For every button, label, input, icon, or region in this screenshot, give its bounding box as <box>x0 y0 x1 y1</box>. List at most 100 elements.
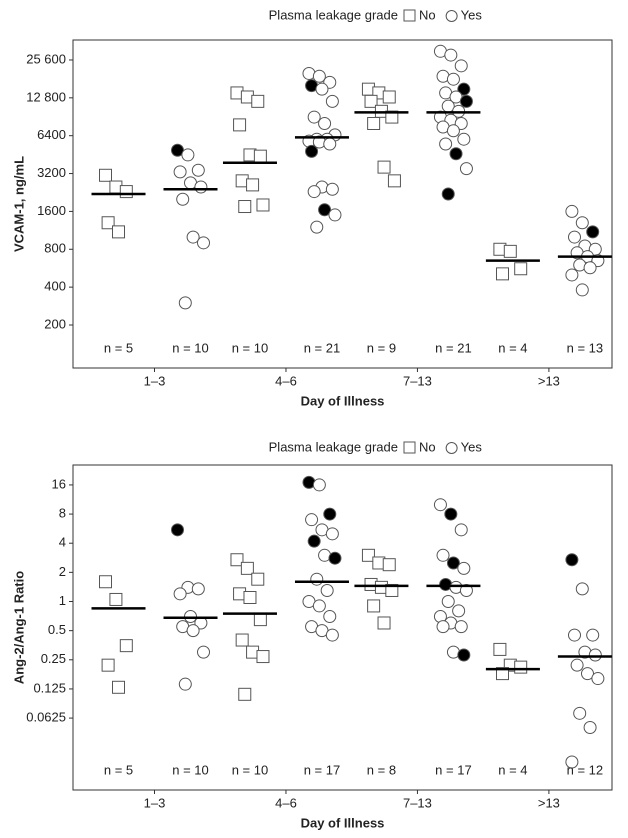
data-point <box>171 523 185 537</box>
data-point <box>112 225 126 239</box>
data-point <box>323 610 337 624</box>
data-point <box>194 180 208 194</box>
n-label: n = 12 <box>567 762 604 777</box>
data-point <box>441 595 455 609</box>
data-point <box>109 592 123 606</box>
plot-frame <box>72 464 613 791</box>
legend-marker <box>445 10 458 22</box>
data-point <box>240 561 254 575</box>
legend-label: Yes <box>461 439 483 454</box>
data-point <box>99 168 113 182</box>
x-tick-label: 7–13 <box>403 373 432 388</box>
x-tick-label: 4–6 <box>275 795 297 810</box>
data-point <box>99 575 113 589</box>
data-point <box>112 680 126 694</box>
n-label: n = 21 <box>435 340 472 355</box>
data-point <box>186 624 200 638</box>
legend-item: Yes <box>445 439 483 454</box>
x-tick-label: >13 <box>538 373 560 388</box>
data-point <box>320 583 334 597</box>
n-label: n = 8 <box>367 762 396 777</box>
data-point <box>382 558 396 572</box>
y-tick-label: 800 <box>44 241 66 256</box>
data-point <box>514 660 528 674</box>
data-point <box>191 582 205 596</box>
data-point <box>591 672 605 686</box>
n-label: n = 17 <box>435 762 472 777</box>
data-point <box>459 583 473 597</box>
data-point <box>575 582 589 596</box>
data-point <box>253 613 267 627</box>
data-point <box>503 244 517 258</box>
x-axis-title: Day of Illness <box>301 393 385 408</box>
data-point <box>457 561 471 575</box>
data-point <box>310 572 324 586</box>
data-point <box>459 162 473 176</box>
data-point <box>495 267 509 281</box>
y-tick-label: 4 <box>59 535 66 550</box>
data-point <box>367 599 381 613</box>
data-point <box>178 296 192 310</box>
y-tick-label: 8 <box>59 506 66 521</box>
data-point <box>176 192 190 206</box>
n-label: n = 4 <box>498 762 527 777</box>
data-point <box>325 182 339 196</box>
data-point <box>433 498 447 512</box>
y-tick-label: 0.5 <box>48 622 66 637</box>
data-point <box>385 583 399 597</box>
data-point <box>197 236 211 250</box>
data-point <box>444 48 458 62</box>
data-point <box>181 148 195 162</box>
data-point <box>588 648 602 662</box>
data-point <box>385 110 399 124</box>
data-point <box>235 633 249 647</box>
data-point <box>191 163 205 177</box>
data-point <box>514 262 528 276</box>
data-point <box>444 507 458 521</box>
y-tick-label: 1 <box>59 593 66 608</box>
data-point <box>452 604 466 618</box>
data-point <box>328 551 342 565</box>
data-point <box>325 628 339 642</box>
data-point <box>580 667 594 681</box>
data-point <box>364 94 378 108</box>
data-point <box>251 94 265 108</box>
data-point <box>454 523 468 537</box>
data-point <box>119 185 133 199</box>
data-point <box>454 59 468 73</box>
data-point <box>457 132 471 146</box>
data-point <box>454 620 468 634</box>
legend-marker <box>403 441 416 454</box>
data-point <box>361 548 375 562</box>
n-label: n = 4 <box>498 340 527 355</box>
data-point <box>436 620 450 634</box>
data-point <box>565 268 579 282</box>
data-point <box>565 204 579 218</box>
plot-frame <box>72 39 613 369</box>
data-point <box>323 137 337 151</box>
legend-title: Plasma leakage grade <box>269 439 398 454</box>
data-point <box>382 90 396 104</box>
data-point <box>238 200 252 214</box>
data-point <box>493 642 507 656</box>
data-point <box>256 198 270 212</box>
data-point <box>446 72 460 86</box>
x-tick-label: 7–13 <box>403 795 432 810</box>
data-point <box>305 513 319 527</box>
n-label: n = 21 <box>304 340 341 355</box>
data-point <box>230 553 244 567</box>
data-point <box>101 216 115 230</box>
data-point <box>457 82 471 96</box>
data-point <box>256 650 270 664</box>
data-point <box>173 165 187 179</box>
data-point <box>307 110 321 124</box>
data-point <box>459 94 473 108</box>
data-point <box>575 283 589 297</box>
data-point <box>197 645 211 659</box>
data-point <box>436 548 450 562</box>
data-point <box>583 720 597 734</box>
data-point <box>119 639 133 653</box>
y-tick-label: 6400 <box>37 127 66 142</box>
data-point <box>495 667 509 681</box>
data-point <box>310 220 324 234</box>
